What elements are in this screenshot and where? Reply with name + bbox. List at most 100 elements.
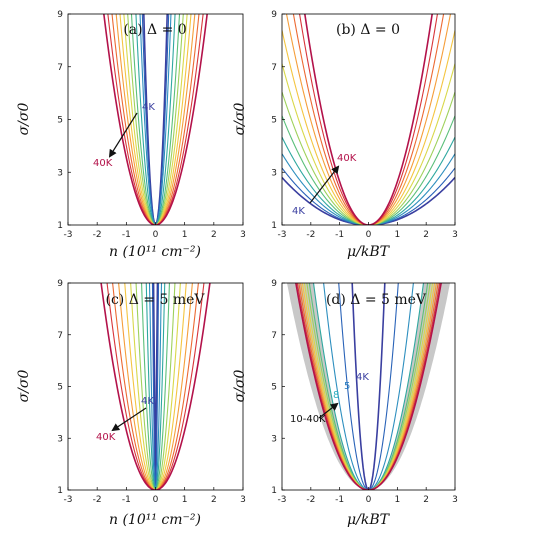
panel-b-xtick-label: 2 <box>423 230 429 240</box>
panel-a-title: (a) Δ = 0 <box>123 22 186 38</box>
panel-c-xtick-label: 2 <box>211 495 217 505</box>
panel-a-ytick-label: 5 <box>57 116 63 126</box>
panel-d-ylabel: σ/σ0 <box>232 370 248 403</box>
panel-c-xtick-label: -3 <box>64 495 73 505</box>
panel-a-ytick-label: 3 <box>57 168 63 178</box>
panel-c-xtick-label: 1 <box>182 495 188 505</box>
panel-b-curve-7 <box>282 63 455 225</box>
panel-c-xtick-label: 3 <box>240 495 246 505</box>
panel-c-ticks: -3 -2 -1 0 1 2 3 1 3 5 7 9 <box>57 279 246 505</box>
panel-d-curves <box>295 283 442 490</box>
panel-b-xtick-label: -2 <box>306 230 315 240</box>
panel-c-ytick-label: 9 <box>57 279 63 289</box>
panel-b: -3 -2 -1 0 1 2 3 1 3 5 7 9 (b) Δ = 0 μ/kBT σ/σ0 40K… <box>232 10 458 260</box>
panel-b-curve-6 <box>282 91 455 225</box>
panel-a-annotation-4k: 4K <box>142 102 155 113</box>
panel-b-ytick-label: 9 <box>271 10 277 20</box>
panel-b-curve-8 <box>282 30 455 225</box>
panel-d-ytick-label: 7 <box>271 331 277 341</box>
panel-d-xtick-label: 0 <box>366 495 372 505</box>
panel-d-curve-9 <box>299 283 438 490</box>
panel-b-xtick-label: 3 <box>452 230 458 240</box>
panel-a-xtick-label: 2 <box>211 230 217 240</box>
panel-c-ytick-label: 3 <box>57 434 63 444</box>
panel-c-ytick-label: 5 <box>57 383 63 393</box>
panel-b-curve-2 <box>282 167 455 225</box>
panel-c-xtick-label: 0 <box>153 495 159 505</box>
panel-b-title: (b) Δ = 0 <box>336 22 400 38</box>
panel-b-annotation-40k: 40K <box>337 153 357 164</box>
panel-b-arrow <box>309 165 340 204</box>
panel-a-annotation-40k: 40K <box>93 158 113 169</box>
panel-c-annotation-4k: 4K <box>141 396 154 407</box>
panel-c-xlabel: n (10¹¹ cm⁻²) <box>109 512 201 528</box>
panel-b-curve-12 <box>304 14 433 225</box>
panel-d-curve-7 <box>303 283 434 490</box>
panel-d-xtick-label: 3 <box>452 495 458 505</box>
panel-b-ytick-label: 7 <box>271 63 277 73</box>
panel-d-xtick-label: -2 <box>306 495 315 505</box>
panel-a-xtick-label: -3 <box>64 230 73 240</box>
panel-b-curve-11 <box>299 14 438 225</box>
panel-c-arrow <box>111 407 147 432</box>
panel-b-ticks: -3 -2 -1 0 1 2 3 1 3 5 7 9 <box>271 10 458 240</box>
panel-a-ytick-label: 7 <box>57 63 63 73</box>
panel-b-xtick-label: -1 <box>335 230 344 240</box>
panel-b-curve-5 <box>282 115 455 225</box>
panel-d-annotation-8: 8 <box>333 390 339 401</box>
panel-a-xtick-label: 1 <box>182 230 188 240</box>
panel-d-annotation-10-40k: 10-40K <box>290 414 326 425</box>
panel-b-curve-10 <box>292 14 445 225</box>
panel-c-ytick-label: 7 <box>57 331 63 341</box>
panel-b-ytick-label: 3 <box>271 168 277 178</box>
panel-a-arrow <box>108 112 138 158</box>
panel-c-title: (c) Δ = 5 meV <box>106 292 206 308</box>
panel-d-title: (d) Δ = 5 meV <box>326 292 427 308</box>
panel-d-curve-8 <box>301 283 436 490</box>
panel-a-ticks: -3 -2 -1 0 1 2 3 1 3 5 7 9 <box>57 10 246 240</box>
panel-a-frame <box>67 13 244 226</box>
panel-d-annotation-4k: 4K <box>356 372 369 383</box>
panel-a-xtick-label: 3 <box>240 230 246 240</box>
panel-b-curve-3 <box>282 153 455 225</box>
panel-b-xtick-label: 1 <box>394 230 400 240</box>
panel-b-ytick-label: 1 <box>271 221 277 231</box>
panel-b-curve-1 <box>282 176 455 225</box>
panel-b-curve-9 <box>285 14 452 225</box>
panel-b-annotation-4k: 4K <box>292 206 305 217</box>
panel-d-curve-5 <box>308 283 429 490</box>
panel-d-curve-10 <box>298 283 439 490</box>
panel-b-ylabel: σ/σ0 <box>232 103 248 136</box>
panel-d-xlabel: μ/kBT <box>347 512 391 528</box>
panel-d-curve-12 <box>295 283 442 490</box>
panel-d-ytick-label: 5 <box>271 383 277 393</box>
panel-d-ytick-label: 3 <box>271 434 277 444</box>
panel-d-ytick-label: 1 <box>271 486 277 496</box>
panel-a-xtick-label: -2 <box>93 230 102 240</box>
panel-a-xtick-label: -1 <box>122 230 131 240</box>
panel-c: -3 -2 -1 0 1 2 3 1 3 5 7 9 (c) Δ = 5 meV n (10¹¹ cm… <box>16 279 246 528</box>
panel-d: -3 -2 -1 0 1 2 3 1 3 5 7 9 (d) Δ = 5 meV μ/kBT σ/σ0… <box>232 279 458 528</box>
panel-c-xtick-label: -2 <box>93 495 102 505</box>
panel-a-ytick-label: 1 <box>57 221 63 231</box>
panel-c-ytick-label: 1 <box>57 486 63 496</box>
panel-d-ytick-label: 9 <box>271 279 277 289</box>
panel-b-xlabel: μ/kBT <box>347 244 391 260</box>
panel-d-curve-6 <box>306 283 431 490</box>
panel-d-xtick-label: 1 <box>394 495 400 505</box>
panel-a-xtick-label: 0 <box>153 230 159 240</box>
panel-c-annotation-40k: 40K <box>96 432 116 443</box>
panel-b-frame <box>281 13 456 226</box>
panel-d-curve-11 <box>296 283 441 490</box>
panel-d-xtick-label: -1 <box>335 495 344 505</box>
panel-a-ytick-label: 9 <box>57 10 63 20</box>
panel-b-curve-4 <box>282 136 455 225</box>
panel-d-xtick-label: 2 <box>423 495 429 505</box>
panel-a-xlabel: n (10¹¹ cm⁻²) <box>109 244 201 260</box>
panel-c-ylabel: σ/σ0 <box>16 370 32 403</box>
panel-b-xtick-label: 0 <box>366 230 372 240</box>
panel-d-shaded-band <box>286 283 451 490</box>
panel-b-curves <box>282 14 455 225</box>
panel-b-ytick-label: 5 <box>271 116 277 126</box>
